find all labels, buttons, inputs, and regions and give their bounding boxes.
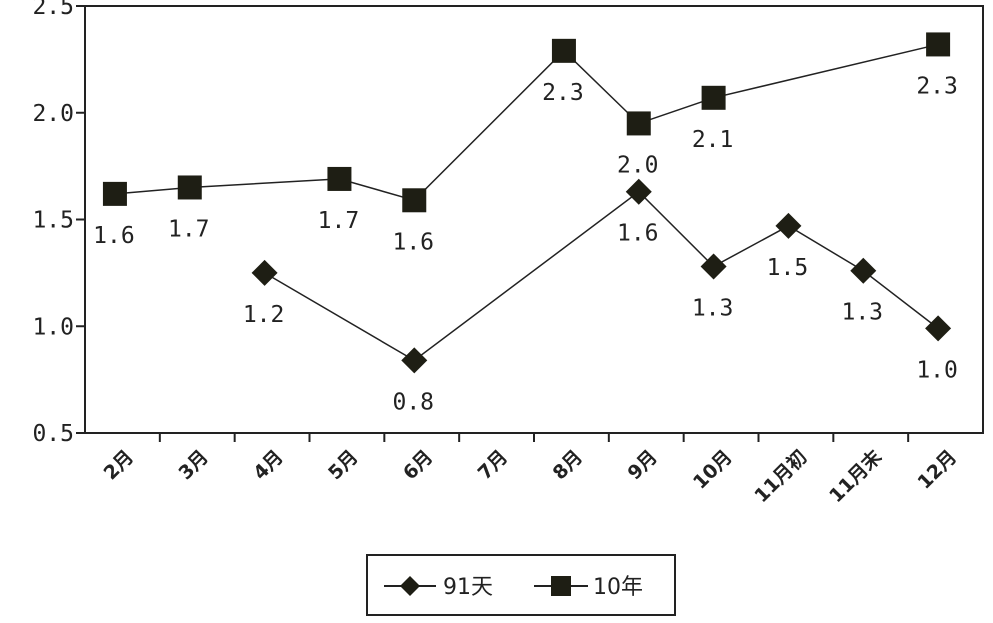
data-point-91day — [775, 212, 802, 239]
data-point-10yr — [177, 175, 202, 200]
x-tick-label: 6月 — [399, 446, 437, 484]
x-tick-label: 3月 — [174, 446, 212, 484]
data-label-10yr: 1.7 — [168, 216, 210, 242]
legend-10yr-marker — [551, 576, 571, 596]
data-point-10yr — [327, 166, 352, 191]
data-point-10yr — [926, 32, 951, 57]
x-tick-label: 12月 — [913, 446, 961, 494]
data-label-10yr: 2.3 — [542, 80, 584, 106]
data-label-91day: 1.5 — [767, 255, 809, 281]
y-tick-label: 0.5 — [32, 421, 74, 447]
y-tick-label: 2.5 — [32, 0, 74, 20]
data-point-91day — [625, 178, 652, 205]
x-tick-label: 9月 — [623, 446, 661, 484]
data-label-91day: 1.3 — [692, 295, 734, 321]
data-label-91day: 1.6 — [617, 221, 659, 247]
data-point-10yr — [626, 111, 651, 136]
data-label-91day: 0.8 — [392, 389, 434, 415]
x-tick-label: 10月 — [689, 446, 737, 494]
x-tick-label: 5月 — [324, 446, 362, 484]
y-tick-label: 1.5 — [32, 208, 74, 234]
legend-91day-marker — [400, 576, 420, 596]
data-point-91day — [401, 347, 428, 374]
plot-area — [84, 5, 984, 434]
data-label-10yr: 2.3 — [916, 73, 958, 99]
data-label-layer: 1.2 0.8 1.6 1.3 1.5 1.3 1.0 1.6 1.7 1.7 1.6 2.3 2.0 2… — [93, 73, 958, 415]
y-tick-label: 1.0 — [32, 314, 74, 340]
legend: 91天 10年 — [366, 554, 676, 616]
data-point-91day — [251, 259, 278, 286]
data-point-10yr — [701, 85, 726, 110]
data-label-10yr: 1.7 — [318, 208, 360, 234]
data-label-10yr: 2.0 — [617, 152, 659, 178]
data-point-10yr — [102, 181, 127, 206]
legend-10yr-label: 10年 — [593, 575, 643, 600]
x-axis: 2月 3月 4月 5月 6月 7月 8月 9月 10月 11月初 11月末 12月 — [100, 433, 961, 508]
x-tick-label: 11月初 — [750, 445, 812, 507]
data-point-91day — [700, 253, 727, 280]
data-label-91day: 1.3 — [841, 300, 883, 326]
series-line-10yr — [114, 43, 939, 202]
x-tick-label: 2月 — [100, 446, 138, 484]
data-label-91day: 1.0 — [916, 357, 958, 383]
x-tick-label: 11月末 — [824, 445, 887, 508]
data-point-91day — [925, 315, 952, 342]
data-point-10yr — [402, 188, 427, 213]
series-layer — [102, 32, 952, 374]
data-label-10yr: 2.1 — [692, 127, 734, 153]
data-label-10yr: 1.6 — [93, 223, 135, 249]
data-label-91day: 1.2 — [243, 302, 285, 328]
y-tick-label: 2.0 — [32, 101, 74, 127]
y-axis: 0.5 1.0 1.5 2.0 2.5 — [32, 0, 85, 447]
data-point-91day — [850, 257, 877, 284]
x-tick-label: 7月 — [474, 446, 512, 484]
x-tick-label: 8月 — [549, 446, 587, 484]
x-tick-label: 4月 — [249, 446, 287, 484]
data-point-10yr — [551, 38, 576, 63]
legend-91day-label: 91天 — [443, 575, 493, 600]
data-label-10yr: 1.6 — [392, 229, 434, 255]
